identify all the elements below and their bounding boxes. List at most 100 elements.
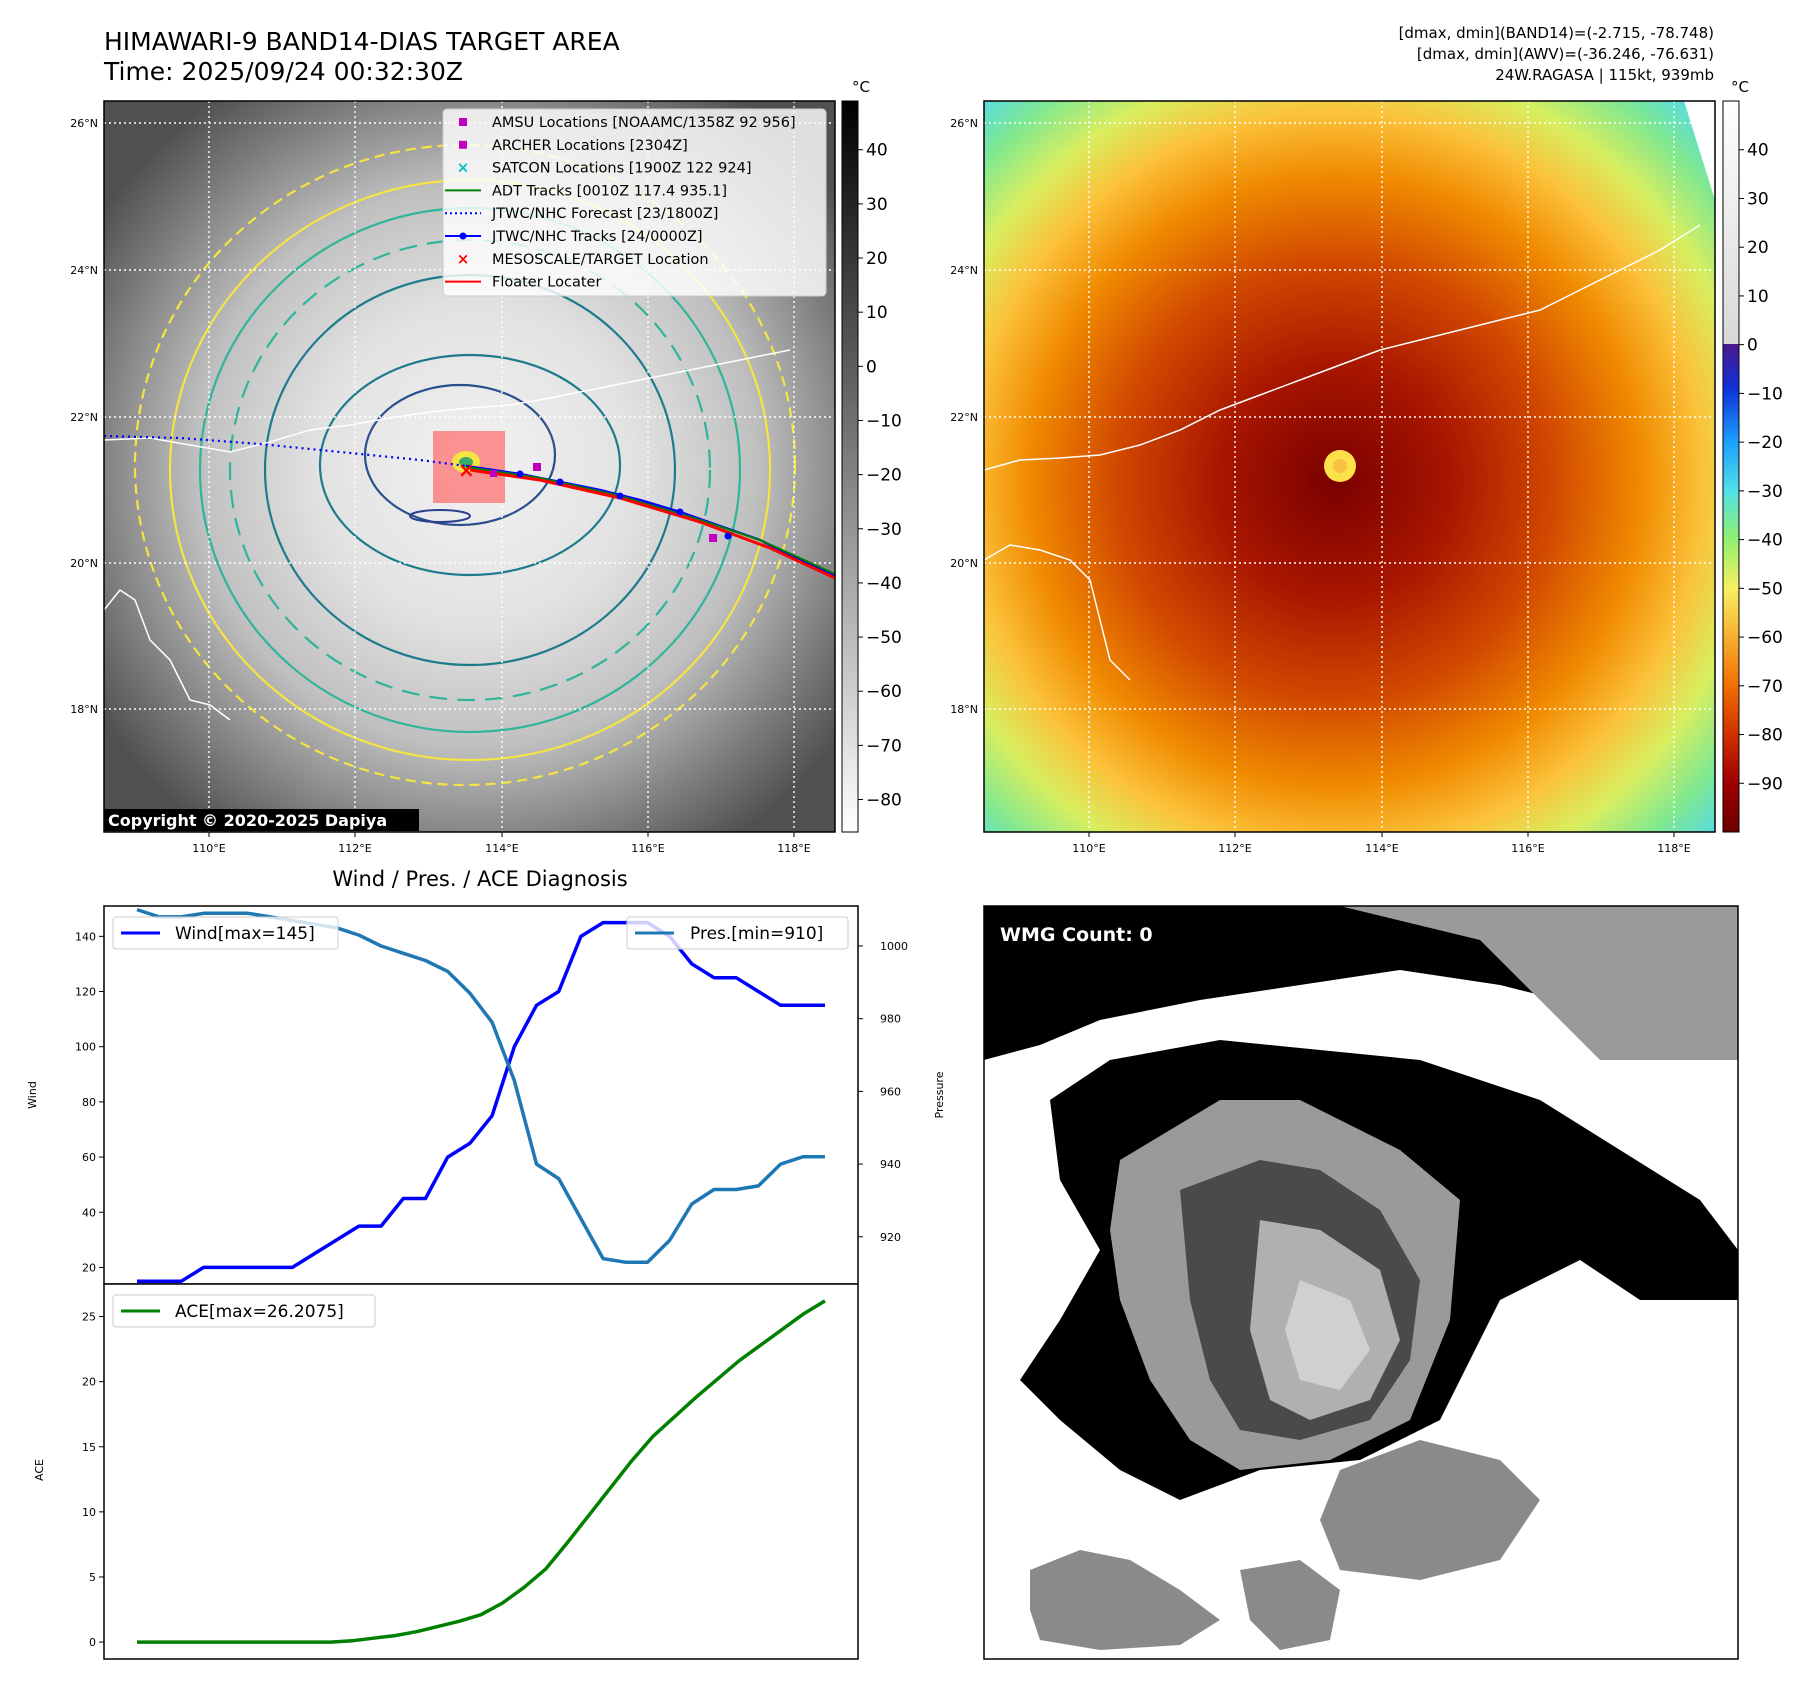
pressure-tick-label: 1000 xyxy=(880,940,908,953)
colorbar-tick-label: 10 xyxy=(1747,287,1769,307)
ace-tick-label: 15 xyxy=(82,1441,96,1454)
colorbar-tick-label: −90 xyxy=(1747,774,1783,794)
copyright: Copyright © 2020-2025 Dapiya xyxy=(108,811,387,830)
awv-lon-label: 110°E xyxy=(1072,842,1105,855)
colorbar-tick-label: −80 xyxy=(1747,726,1783,746)
wind-legend-label: Wind[max=145] xyxy=(175,924,315,944)
awv-colorbar-unit: °C xyxy=(1731,78,1749,96)
awv-lon-label: 118°E xyxy=(1657,842,1690,855)
diagnosis-title: Wind / Pres. / ACE Diagnosis xyxy=(332,867,627,891)
ir-lon-label: 112°E xyxy=(338,842,371,855)
figure-time: Time: 2025/09/24 00:32:30Z xyxy=(103,57,463,86)
dmax-awv: [dmax, dmin](AWV)=(-36.246, -76.631) xyxy=(1417,45,1714,63)
wind-tick-label: 80 xyxy=(82,1096,96,1109)
colorbar-tick-label: −60 xyxy=(866,682,902,702)
ir-lat-label: 18°N xyxy=(70,703,98,716)
legend-label: AMSU Locations [NOAAMC/1358Z 92 956] xyxy=(492,115,796,131)
wind-tick-label: 140 xyxy=(75,930,96,943)
colorbar-tick-label: 30 xyxy=(866,195,888,215)
colorbar-tick-label: −20 xyxy=(1747,433,1783,453)
legend-label: ADT Tracks [0010Z 117.4 935.1] xyxy=(492,183,727,199)
colorbar-tick-label: −80 xyxy=(866,791,902,811)
colorbar-tick-label: −10 xyxy=(1747,384,1783,404)
ace-axis-label: ACE xyxy=(33,1459,46,1481)
target-marker: × xyxy=(458,458,475,482)
ir-lon-label: 110°E xyxy=(192,842,225,855)
legend-label: SATCON Locations [1900Z 122 924] xyxy=(492,161,751,177)
colorbar-tick-label: −60 xyxy=(1747,628,1783,648)
pressure-legend xyxy=(626,916,849,950)
ace-chart: 0 5 10 15 20 25 ACE ACE[max=26.2075] xyxy=(33,1283,859,1660)
ace-tick-label: 10 xyxy=(82,1506,96,1519)
legend-marker: × xyxy=(457,159,470,177)
legend-label: JTWC/NHC Forecast [23/1800Z] xyxy=(491,206,718,222)
wind-tick-label: 120 xyxy=(75,986,96,999)
colorbar-tick-label: 40 xyxy=(1747,141,1769,161)
legend-label: JTWC/NHC Tracks [24/0000Z] xyxy=(491,229,703,245)
awv-lat-label: 22°N xyxy=(950,411,978,424)
awv-lat-label: 24°N xyxy=(950,264,978,277)
colorbar-tick-label: −70 xyxy=(1747,677,1783,697)
wind-axis-label: Wind xyxy=(26,1081,39,1109)
awv-lat-label: 20°N xyxy=(950,557,978,570)
ir-colorbar xyxy=(841,100,859,833)
awv-lat-label: 26°N xyxy=(950,117,978,130)
ir-colorbar-unit: °C xyxy=(852,78,870,96)
ir-lon-label: 114°E xyxy=(485,842,518,855)
legend-label: Floater Locater xyxy=(492,275,601,291)
ace-legend-label: ACE[max=26.2075] xyxy=(175,1302,344,1322)
figure-title: HIMAWARI-9 BAND14-DIAS TARGET AREA xyxy=(104,27,620,56)
ir-map-panel: × AMSU Locations [NOAAMC/1358Z 92 956] AR… xyxy=(70,78,902,855)
pressure-tick-label: 940 xyxy=(880,1158,901,1171)
colorbar-tick-label: 40 xyxy=(866,141,888,161)
dmax-band14: [dmax, dmin](BAND14)=(-2.715, -78.748) xyxy=(1399,24,1714,42)
ace-tick-label: 0 xyxy=(89,1636,96,1649)
awv-colorbar-negative xyxy=(1723,344,1739,832)
ir-lon-label: 116°E xyxy=(631,842,664,855)
ir-lat-label: 24°N xyxy=(70,264,98,277)
colorbar-tick-label: 10 xyxy=(866,303,888,323)
pressure-axis-label: Pressure xyxy=(933,1071,946,1118)
pressure-tick-label: 960 xyxy=(880,1085,901,1098)
ace-tick-label: 20 xyxy=(82,1376,96,1389)
pressure-tick-label: 980 xyxy=(880,1013,901,1026)
colorbar-tick-label: 20 xyxy=(1747,238,1769,258)
awv-lat-label: 18°N xyxy=(950,703,978,716)
colorbar-tick-label: 20 xyxy=(866,249,888,269)
colorbar-tick-label: −30 xyxy=(1747,482,1783,502)
legend-label: MESOSCALE/TARGET Location xyxy=(492,252,709,268)
colorbar-tick-label: −40 xyxy=(866,574,902,594)
awv-map-panel: 26°N 24°N 22°N 20°N 18°N 110°E 112°E 114°E 116°… xyxy=(950,78,1783,855)
map-legend: AMSU Locations [NOAAMC/1358Z 92 956] ARCH… xyxy=(442,108,827,297)
wmg-count: WMG Count: 0 xyxy=(1000,924,1153,946)
ace-legend xyxy=(112,1294,376,1328)
floater-track xyxy=(469,468,835,580)
ace-tick-label: 25 xyxy=(82,1311,96,1324)
wmg-panel: WMG Count: 0 xyxy=(983,905,1739,1660)
wind-tick-label: 20 xyxy=(82,1261,96,1274)
ir-lat-label: 20°N xyxy=(70,557,98,570)
wind-tick-label: 100 xyxy=(75,1041,96,1054)
ir-lon-label: 118°E xyxy=(777,842,810,855)
legend-marker xyxy=(459,140,467,149)
colorbar-tick-label: 0 xyxy=(866,357,877,377)
adt-track xyxy=(465,466,835,575)
colorbar-tick-label: −20 xyxy=(866,466,902,486)
awv-lon-label: 112°E xyxy=(1218,842,1251,855)
colorbar-tick-label: −30 xyxy=(866,520,902,540)
wind-tick-label: 60 xyxy=(82,1151,96,1164)
wind-tick-label: 40 xyxy=(82,1206,96,1219)
ir-lat-label: 26°N xyxy=(70,117,98,130)
colorbar-tick-label: −40 xyxy=(1747,531,1783,551)
legend-marker: × xyxy=(457,250,470,268)
ace-tick-label: 5 xyxy=(89,1571,96,1584)
wind-line xyxy=(137,920,825,1283)
colorbar-tick-label: −50 xyxy=(866,628,902,648)
awv-colorbar-positive xyxy=(1723,101,1739,344)
colorbar-tick-label: −10 xyxy=(866,411,902,431)
colorbar-tick-label: −50 xyxy=(1747,579,1783,599)
pressure-line xyxy=(136,907,825,1264)
colorbar-tick-label: −70 xyxy=(866,736,902,756)
